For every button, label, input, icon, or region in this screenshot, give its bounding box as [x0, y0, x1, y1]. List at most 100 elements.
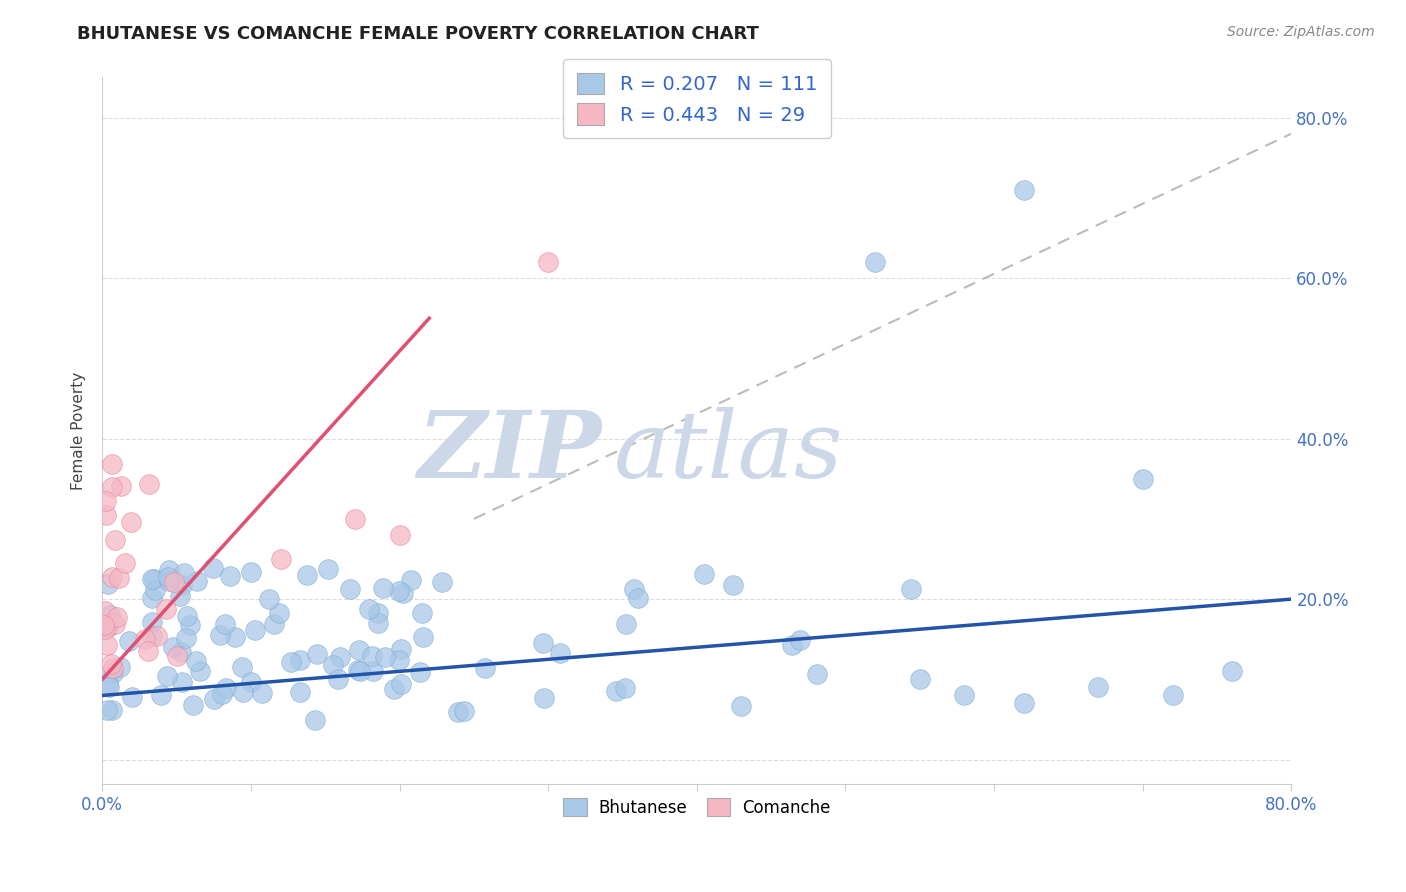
Point [723, 577, 745, 591]
Point [155, 602, 177, 616]
Point [339, 582, 361, 597]
Point [730, 698, 752, 713]
Point [118, 633, 141, 648]
Point [219, 569, 242, 583]
Point [176, 608, 198, 623]
Point [143, 582, 166, 597]
Point [94, 604, 117, 618]
Point [138, 476, 160, 491]
Point [411, 606, 433, 620]
Point [94, 494, 117, 508]
Point [533, 691, 555, 706]
Point [231, 660, 253, 674]
Point [1087, 681, 1109, 695]
Point [105, 610, 128, 624]
Point [537, 255, 560, 269]
Point [100, 608, 122, 623]
Point [548, 646, 571, 660]
Point [430, 575, 453, 590]
Point [156, 570, 179, 584]
Point [157, 574, 180, 588]
Point [141, 615, 163, 629]
Point [347, 663, 370, 677]
Point [1161, 689, 1184, 703]
Point [297, 568, 319, 582]
Point [863, 255, 886, 269]
Point [367, 615, 389, 630]
Point [627, 591, 650, 606]
Point [806, 667, 828, 681]
Point [166, 648, 188, 663]
Point [134, 632, 156, 646]
Point [288, 652, 311, 666]
Point [120, 515, 142, 529]
Point [908, 673, 931, 687]
Point [114, 556, 136, 570]
Point [94, 508, 117, 523]
Point [93, 617, 115, 632]
Point [162, 640, 184, 654]
Point [780, 638, 803, 652]
Point [623, 582, 645, 596]
Point [605, 684, 627, 698]
Point [388, 653, 411, 667]
Point [290, 684, 312, 698]
Point [208, 628, 231, 642]
Point [374, 650, 396, 665]
Point [447, 705, 470, 719]
Point [1012, 697, 1035, 711]
Text: Source: ZipAtlas.com: Source: ZipAtlas.com [1227, 25, 1375, 39]
Text: BHUTANESE VS COMANCHE FEMALE POVERTY CORRELATION CHART: BHUTANESE VS COMANCHE FEMALE POVERTY COR… [77, 25, 759, 43]
Point [136, 644, 159, 658]
Point [202, 691, 225, 706]
Point [1220, 665, 1243, 679]
Point [304, 713, 326, 727]
Point [100, 702, 122, 716]
Point [305, 647, 328, 661]
Point [240, 565, 263, 579]
Point [388, 528, 411, 542]
Point [392, 585, 415, 599]
Point [101, 665, 124, 680]
Point [224, 630, 246, 644]
Point [179, 618, 201, 632]
Point [269, 606, 291, 620]
Point [382, 681, 405, 696]
Point [953, 689, 976, 703]
Point [1012, 183, 1035, 197]
Point [103, 661, 125, 675]
Point [409, 665, 432, 680]
Point [347, 642, 370, 657]
Point [693, 567, 716, 582]
Point [349, 664, 371, 678]
Point [232, 684, 254, 698]
Point [399, 573, 422, 587]
Point [359, 602, 381, 616]
Point [531, 636, 554, 650]
Point [181, 698, 204, 713]
Point [104, 617, 127, 632]
Point [343, 512, 366, 526]
Point [186, 654, 208, 668]
Point [263, 617, 285, 632]
Point [215, 681, 238, 695]
Point [97, 577, 120, 591]
Point [1132, 472, 1154, 486]
Point [373, 581, 395, 595]
Point [900, 582, 922, 596]
Point [96, 703, 118, 717]
Point [97, 680, 120, 694]
Point [94, 622, 117, 636]
Point [188, 665, 211, 679]
Point [121, 690, 143, 704]
Text: ZIP: ZIP [418, 407, 602, 497]
Point [329, 650, 352, 665]
Point [155, 669, 177, 683]
Point [389, 677, 412, 691]
Point [143, 572, 166, 586]
Point [367, 606, 389, 620]
Point [100, 457, 122, 471]
Point [316, 561, 339, 575]
Point [141, 573, 163, 587]
Point [97, 676, 120, 690]
